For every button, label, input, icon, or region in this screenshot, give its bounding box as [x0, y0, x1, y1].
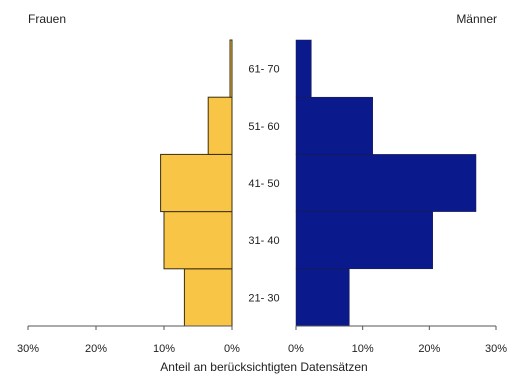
- right-ticks-group: 0% 10% 20% 30%: [288, 326, 507, 355]
- left-series-label: Frauen: [28, 12, 66, 26]
- left-tick-label: 20%: [85, 343, 107, 355]
- bar-frauen-3: [207, 96, 233, 155]
- bar-männer-0: [295, 268, 350, 327]
- right-tick-label: 30%: [485, 343, 507, 355]
- age-label: 61- 70: [248, 64, 279, 76]
- bar-frauen-0: [183, 268, 233, 327]
- left-bars-group: [160, 39, 233, 327]
- right-tick-label: 10%: [352, 343, 374, 355]
- right-tick-label: 20%: [418, 343, 440, 355]
- age-labels-group: 21- 30 31- 40 41- 50 51- 60 61- 70: [248, 64, 279, 305]
- left-ticks-group: 30% 20% 10% 0%: [17, 326, 240, 355]
- age-label: 21- 30: [248, 292, 279, 304]
- bar-frauen-4: [229, 39, 233, 98]
- left-tick-label: 30%: [17, 343, 39, 355]
- age-label: 31- 40: [248, 235, 279, 247]
- bar-männer-4: [295, 39, 312, 98]
- age-label: 41- 50: [248, 178, 279, 190]
- left-tick-label: 0%: [224, 343, 240, 355]
- right-series-label: Männer: [456, 12, 497, 26]
- x-axis-title: Anteil an berücksichtigten Datensätzen: [160, 360, 367, 374]
- left-tick-label: 10%: [153, 343, 175, 355]
- bar-männer-3: [295, 96, 373, 155]
- right-tick-label: 0%: [288, 343, 304, 355]
- right-bars-group: [295, 39, 477, 327]
- bar-frauen-2: [160, 153, 233, 213]
- bar-frauen-1: [163, 211, 233, 270]
- age-label: 51- 60: [248, 121, 279, 133]
- bar-männer-2: [295, 154, 477, 212]
- bar-männer-1: [295, 211, 433, 270]
